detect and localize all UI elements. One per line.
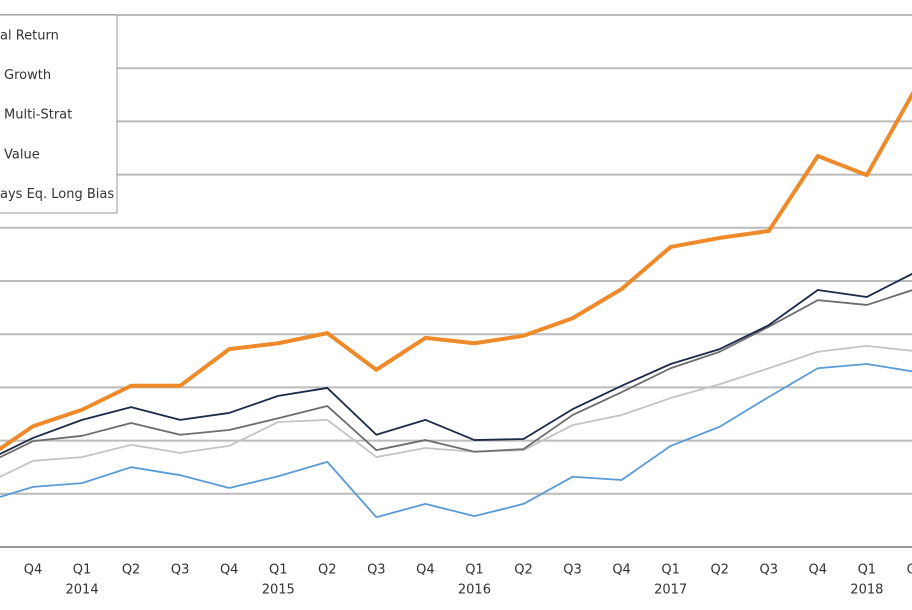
- series-line: [0, 345, 912, 478]
- x-tick-label: Q3: [367, 563, 386, 578]
- x-tick-label: Q4: [24, 563, 43, 578]
- x-tick-label: Q2: [710, 563, 729, 578]
- legend-label: Value: [4, 147, 40, 162]
- legend-label: al Return: [0, 29, 59, 44]
- x-tick-label: Q1: [73, 563, 92, 578]
- legend-box: [0, 14, 118, 214]
- x-tick-label: Q3: [759, 563, 778, 578]
- x-tick-label: Q2: [514, 563, 533, 578]
- year-label: 2015: [262, 583, 295, 598]
- year-label: 2014: [66, 583, 99, 598]
- x-tick-label: Q2: [122, 563, 141, 578]
- x-tick-label: Q1: [661, 563, 680, 578]
- year-label: 2017: [654, 583, 687, 598]
- year-label: 2018: [850, 583, 883, 598]
- x-tick-label: Q1: [858, 563, 877, 578]
- legend-label: ays Eq. Long Bias: [0, 187, 114, 202]
- x-tick-label: Q4: [612, 563, 631, 578]
- legend-label: Growth: [4, 68, 51, 83]
- x-tick-label: Q1: [465, 563, 484, 578]
- year-label: 2016: [458, 583, 491, 598]
- series-line: [0, 289, 912, 459]
- x-tick-label: Q4: [416, 563, 435, 578]
- series-line: [0, 363, 912, 519]
- series-line: [0, 272, 912, 456]
- x-tick-label: Q3: [563, 563, 582, 578]
- x-tick-label: Q4: [809, 563, 828, 578]
- series-line: [0, 90, 912, 452]
- legend-label: Multi-Strat: [4, 108, 72, 123]
- x-tick-label: Q2: [318, 563, 337, 578]
- x-tick-label: Q4: [220, 563, 239, 578]
- x-tick-label: Q1: [269, 563, 288, 578]
- x-tick-label: Q2: [907, 563, 912, 578]
- x-tick-label: Q3: [171, 563, 190, 578]
